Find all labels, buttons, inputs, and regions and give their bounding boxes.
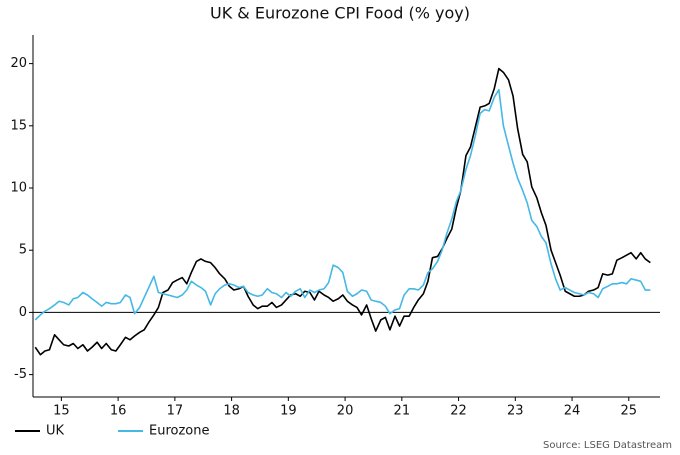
- y-tick-label: 10: [10, 181, 27, 196]
- x-tick-label: 25: [621, 404, 638, 419]
- y-tick-label: 0: [19, 305, 27, 320]
- chart-title: UK & Eurozone CPI Food (% yoy): [210, 4, 470, 23]
- x-tick-label: 15: [53, 404, 70, 419]
- source-note: Source: LSEG Datastream: [543, 440, 672, 451]
- y-tick-label: 15: [10, 118, 27, 133]
- x-tick-label: 16: [110, 404, 127, 419]
- legend-label: Eurozone: [149, 424, 209, 439]
- series-line: [34, 67, 651, 356]
- y-tick-label: 5: [19, 243, 27, 258]
- x-tick-label: 19: [280, 404, 297, 419]
- y-tick-label: 20: [10, 56, 27, 71]
- x-tick-label: 24: [564, 404, 581, 419]
- x-tick-label: 18: [223, 404, 240, 419]
- x-tick-label: 21: [394, 404, 411, 419]
- series-line: [34, 88, 651, 321]
- x-tick-label: 22: [450, 404, 467, 419]
- legend-label: UK: [46, 424, 65, 439]
- x-tick-label: 20: [337, 404, 354, 419]
- y-tick-label: -5: [14, 367, 27, 382]
- x-tick-label: 23: [507, 404, 524, 419]
- x-tick-label: 17: [167, 404, 184, 419]
